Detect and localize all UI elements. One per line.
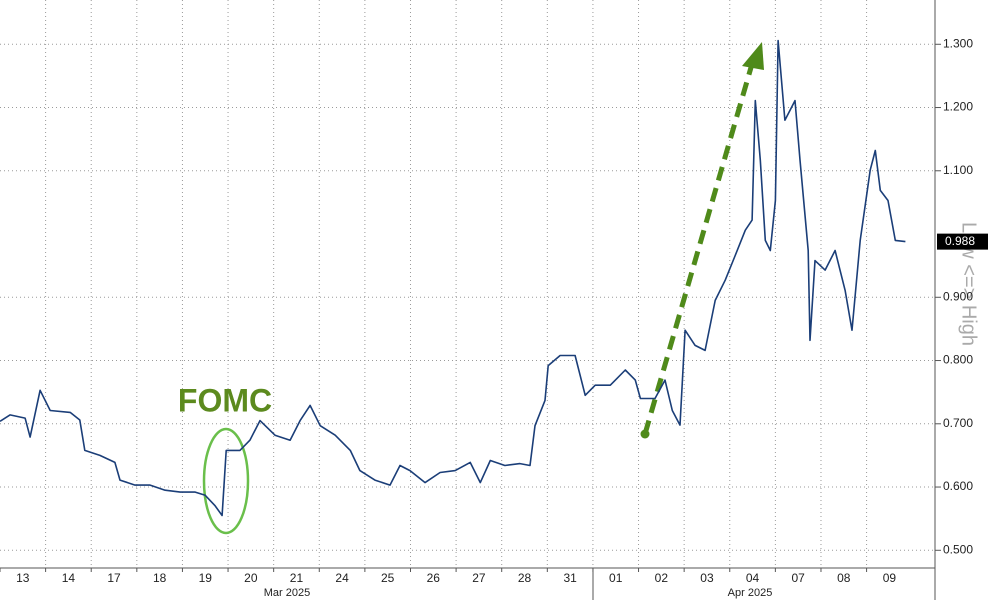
annotation-arrow: [642, 63, 755, 435]
last-value-box: [937, 233, 988, 250]
x-tick-label: 03: [700, 571, 714, 585]
month-label: Apr 2025: [728, 587, 773, 599]
x-tick-label: 26: [427, 571, 441, 585]
x-tick-label: 04: [746, 571, 760, 585]
x-tick-label: 08: [837, 571, 851, 585]
x-tick-label: 14: [62, 571, 76, 585]
x-tick-label: 17: [107, 571, 121, 585]
x-tick-label: 20: [244, 571, 258, 585]
annotation-ellipse: [202, 427, 250, 535]
y-tick-label: 0.600: [943, 479, 973, 493]
x-tick-label: 31: [563, 571, 577, 585]
x-tick-label: 18: [153, 571, 167, 585]
price-line: [0, 39, 906, 517]
grid: [0, 0, 935, 568]
x-tick-label: 07: [791, 571, 805, 585]
x-tick-label: 24: [335, 571, 349, 585]
y-tick-label: 0.900: [943, 289, 973, 303]
x-tick-label: 09: [883, 571, 897, 585]
x-tick-label: 25: [381, 571, 395, 585]
y-axis-label: Low <=> High: [958, 222, 980, 346]
annotation: FOMC: [178, 382, 272, 418]
x-tick-label: 28: [518, 571, 532, 585]
y-tick-label: 0.500: [943, 542, 973, 556]
plot-area: [0, 0, 935, 568]
x-tick-label: 01: [609, 571, 623, 585]
x-tick-label: 21: [290, 571, 304, 585]
arrow-tail: [640, 429, 650, 439]
x-tick-label: 13: [16, 571, 30, 585]
y-tick-label: 0.800: [943, 353, 973, 367]
x-tick-label: 02: [655, 571, 669, 585]
y-tick-label: 0.700: [943, 416, 973, 430]
y-tick-label: 1.200: [943, 100, 973, 114]
x-tick-label: 27: [472, 571, 486, 585]
month-label: Mar 2025: [264, 587, 310, 599]
x-tick-label: 19: [199, 571, 213, 585]
y-tick-label: 1.300: [943, 36, 973, 50]
last-value-label: 0.988: [945, 234, 975, 248]
y-tick-label: 1.100: [943, 163, 973, 177]
arrow-head: [742, 42, 764, 70]
